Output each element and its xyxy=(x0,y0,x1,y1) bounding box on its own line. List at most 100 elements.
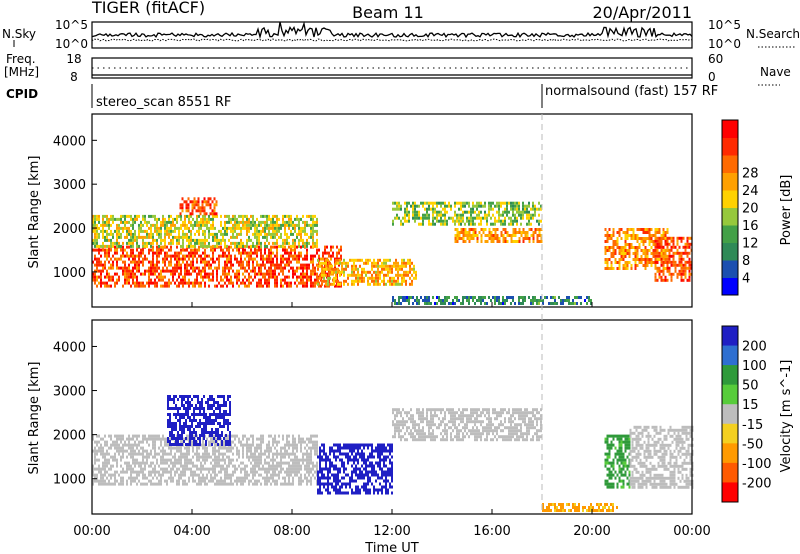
heatmap-cell xyxy=(416,210,418,214)
heatmap-cell xyxy=(96,467,98,471)
heatmap-cell xyxy=(110,278,112,282)
heatmap-cell xyxy=(306,257,308,261)
heatmap-cell xyxy=(169,419,171,422)
heatmap-cell xyxy=(132,220,134,224)
heatmap-cell xyxy=(504,299,506,302)
heatmap-cell xyxy=(195,200,198,204)
heatmap-cell xyxy=(373,261,375,265)
heatmap-cell xyxy=(110,473,112,477)
heatmap-cell xyxy=(156,257,158,261)
heatmap-cell xyxy=(186,263,188,267)
heatmap-cell xyxy=(162,452,164,456)
heatmap-cell xyxy=(144,482,146,486)
heatmap-cell xyxy=(184,257,186,261)
heatmap-cell xyxy=(389,270,391,274)
heatmap-cell xyxy=(654,266,657,270)
heatmap-cell xyxy=(498,210,500,214)
heatmap-cell xyxy=(634,249,637,252)
heatmap-cell xyxy=(324,245,326,249)
heatmap-cell xyxy=(408,296,410,299)
heatmap-cell xyxy=(276,248,278,252)
heatmap-cell xyxy=(280,223,282,227)
heatmap-cell xyxy=(288,434,290,438)
heatmap-cell xyxy=(200,241,202,245)
heatmap-cell xyxy=(296,217,298,221)
heatmap-cell xyxy=(302,220,304,224)
heatmap-cell xyxy=(94,254,96,258)
heatmap-cell xyxy=(108,479,110,483)
heatmap-cell xyxy=(302,281,304,285)
heatmap-cell xyxy=(266,446,268,450)
heatmap-cell xyxy=(452,302,454,305)
heatmap-cell xyxy=(335,279,337,283)
heatmap-cell xyxy=(518,228,521,231)
heatmap-cell xyxy=(310,232,312,236)
heatmap-cell xyxy=(204,284,206,288)
heatmap-cell xyxy=(674,263,677,267)
heatmap-cell xyxy=(156,232,158,236)
heatmap-cell xyxy=(298,461,300,465)
heatmap-cell xyxy=(365,273,367,277)
heatmap-cell xyxy=(286,443,288,447)
heatmap-cell xyxy=(688,257,691,261)
heatmap-cell xyxy=(284,275,286,279)
heatmap-cell xyxy=(280,455,282,459)
heatmap-cell xyxy=(347,273,349,277)
heatmap-cell xyxy=(520,234,523,237)
heatmap-cell xyxy=(292,482,294,486)
heatmap-cell xyxy=(217,443,219,446)
heatmap-cell xyxy=(220,479,222,483)
heatmap-cell xyxy=(194,244,196,248)
heatmap-cell xyxy=(422,204,424,208)
heatmap-cell xyxy=(290,266,292,270)
heatmap-cell xyxy=(393,279,395,283)
heatmap-cell xyxy=(110,217,112,221)
heatmap-cell xyxy=(148,248,150,252)
heatmap-cell xyxy=(217,407,219,410)
heatmap-cell xyxy=(404,213,406,217)
heatmap-cell xyxy=(180,458,182,462)
heatmap-cell xyxy=(148,272,150,276)
heatmap-cell xyxy=(296,284,298,288)
heatmap-cell xyxy=(204,238,206,242)
heatmap-cell xyxy=(182,275,184,279)
heatmap-cell xyxy=(204,257,206,261)
heatmap-cell xyxy=(636,228,639,231)
heatmap-cell xyxy=(296,455,298,459)
heatmap-cell xyxy=(201,407,203,410)
heatmap-cell xyxy=(136,473,138,477)
heatmap-cell xyxy=(220,275,222,279)
heatmap-cell xyxy=(260,281,262,285)
heatmap-cell xyxy=(132,278,134,282)
heatmap-cell xyxy=(490,204,492,208)
heatmap-cell xyxy=(280,278,282,282)
heatmap-cell xyxy=(213,413,215,416)
heatmap-cell xyxy=(192,223,194,227)
heatmap-cell xyxy=(170,254,172,258)
heatmap-cell xyxy=(302,458,304,462)
heatmap-cell xyxy=(264,229,266,233)
heatmap-cell xyxy=(288,260,290,264)
heatmap-cell xyxy=(118,235,120,239)
heatmap-cell xyxy=(536,302,538,305)
heatmap-cell xyxy=(202,278,204,282)
heatmap-cell xyxy=(209,203,212,207)
heatmap-cell xyxy=(132,238,134,242)
heatmap-cell xyxy=(130,241,132,245)
heatmap-cell xyxy=(197,425,199,428)
heatmap-cell xyxy=(300,437,302,441)
heatmap-cell xyxy=(219,416,221,419)
heatmap-cell xyxy=(98,479,100,483)
heatmap-cell xyxy=(154,482,156,486)
heatmap-cell xyxy=(136,275,138,279)
heatmap-cell xyxy=(424,216,426,220)
heatmap-cell xyxy=(122,455,124,459)
heatmap-cell xyxy=(343,270,345,274)
heatmap-cell xyxy=(331,282,333,286)
heatmap-cell xyxy=(258,479,260,483)
heatmap-cell xyxy=(684,260,687,264)
heatmap-cell xyxy=(395,258,397,262)
heatmap-cell xyxy=(190,467,192,471)
heatmap-cell xyxy=(664,248,667,252)
heatmap-cell xyxy=(205,425,207,428)
